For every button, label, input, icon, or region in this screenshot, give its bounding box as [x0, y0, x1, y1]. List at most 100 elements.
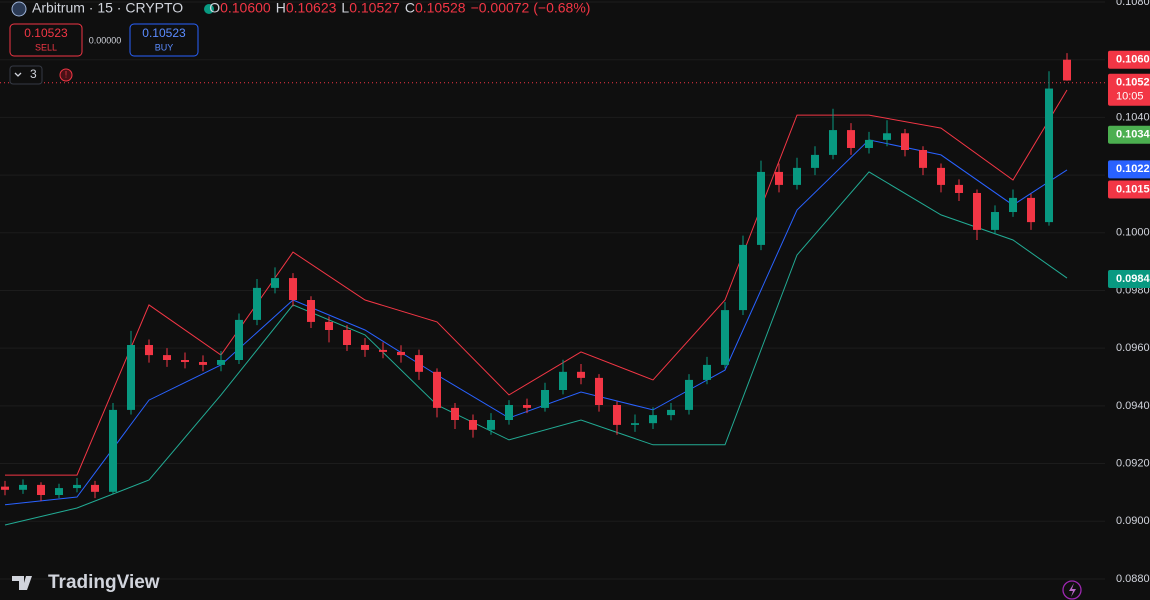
indicators-count: 3 — [30, 67, 37, 81]
candle-body — [613, 405, 621, 425]
sell-button[interactable] — [9, 23, 83, 57]
price-label-box — [1108, 73, 1150, 106]
candle-body — [379, 349, 387, 352]
candle-body — [91, 484, 99, 492]
logo-icon — [12, 576, 32, 590]
error-icon[interactable] — [59, 68, 73, 82]
candle-body — [631, 423, 639, 425]
candle-body — [505, 405, 513, 420]
candle-body — [325, 321, 333, 330]
candle-body — [1063, 59, 1071, 81]
candle-body — [37, 484, 45, 495]
symbol: Arbitrum · 15 · CRYPTO — [32, 0, 183, 16]
candle-body — [523, 405, 531, 408]
buy-price: 0.10523 — [142, 26, 186, 40]
alert-icon — [1069, 583, 1076, 597]
candle-body — [1027, 197, 1035, 223]
candle-body — [667, 409, 675, 416]
ohlc-key: H — [276, 0, 286, 16]
ohlc-key: O — [209, 0, 220, 16]
alert-button[interactable] — [1062, 580, 1082, 600]
ohlc-key: C — [405, 0, 415, 16]
ohlc-value: 0.10527 — [349, 0, 400, 16]
price-label: 0.1034 — [1116, 129, 1150, 141]
candle-body — [307, 300, 315, 322]
candle-body — [541, 390, 549, 408]
candle-body — [73, 484, 81, 489]
error-mark: ! — [65, 69, 68, 79]
band-line — [5, 89, 1068, 476]
candle-body — [955, 184, 963, 193]
price-label-box — [1108, 180, 1150, 199]
candle-body — [361, 345, 369, 350]
y-tick-label: 0.0900 — [1116, 515, 1150, 527]
y-tick-label: 0.0880 — [1116, 573, 1150, 585]
candle-body — [703, 364, 711, 380]
price-axis: 0.10800.10600.10400.10200.10000.09800.09… — [1105, 0, 1150, 600]
candles — [1, 53, 1071, 502]
y-tick-label: 0.1000 — [1116, 227, 1150, 239]
price-label: 0.0984 — [1116, 273, 1150, 285]
candle-body — [991, 212, 999, 230]
candle-body — [577, 371, 585, 378]
candle-body — [901, 133, 909, 150]
candle-body — [649, 415, 657, 424]
logo-text: TradingView — [48, 572, 160, 593]
candle-body — [1, 486, 9, 490]
candle-body — [271, 278, 279, 288]
candle-body — [487, 420, 495, 430]
candle-body — [415, 355, 423, 372]
candle-body — [721, 310, 729, 365]
candle-body — [235, 319, 243, 360]
y-tick-label: 0.0960 — [1116, 342, 1150, 354]
candle-body — [469, 420, 477, 430]
candle-body — [883, 133, 891, 140]
buy-button[interactable] — [129, 23, 199, 57]
candle-body — [973, 192, 981, 230]
candle-body — [793, 167, 801, 185]
price-label-box — [1108, 125, 1150, 144]
spread: 0.00000 — [89, 35, 122, 45]
candle-body — [937, 167, 945, 185]
candle-body — [847, 130, 855, 148]
y-tick-label: 0.1040 — [1116, 111, 1150, 123]
ohlc-value: 0.10600 — [220, 0, 271, 16]
candle-body — [595, 377, 603, 405]
candle-body — [163, 355, 171, 360]
y-tick-label: 0.1080 — [1116, 0, 1150, 8]
candle-body — [775, 171, 783, 185]
price-label: 0.1052 — [1116, 77, 1150, 89]
candle-body — [289, 278, 297, 300]
symbol-icon — [11, 1, 27, 17]
ohlc-value: 0.10623 — [286, 0, 337, 16]
candle-body — [109, 409, 117, 492]
candle-body — [199, 362, 207, 365]
band-line — [4, 171, 1068, 526]
countdown: 10:05 — [1116, 91, 1144, 103]
candle-body — [865, 139, 873, 148]
ohlc-value: 0.10528 — [415, 0, 466, 16]
candle-body — [1009, 197, 1017, 213]
price-label-box — [1108, 269, 1150, 288]
candle-body — [811, 154, 819, 168]
price-label: 0.1060 — [1116, 54, 1150, 66]
candle-body — [217, 360, 225, 365]
price-label-box — [1108, 160, 1150, 179]
candle-body — [253, 287, 261, 320]
candle-body — [55, 488, 63, 495]
change: −0.00072 (−0.68%) — [471, 0, 591, 16]
candle-body — [127, 345, 135, 410]
y-tick-label: 0.0920 — [1116, 457, 1150, 469]
candle-body — [559, 371, 567, 390]
candle-body — [451, 407, 459, 420]
candle-body — [919, 150, 927, 168]
ohlc-key: L — [341, 0, 349, 16]
price-label: 0.1022 — [1116, 163, 1150, 175]
candle-body — [181, 360, 189, 363]
candle-body — [343, 330, 351, 345]
candle-body — [829, 130, 837, 155]
y-tick-label: 0.0940 — [1116, 400, 1150, 412]
header: 0.10523 SELL 0.00000 0.10523 BUY 3 ! Tra… — [9, 0, 1082, 600]
indicators-toggle[interactable] — [9, 65, 43, 85]
status-dot — [204, 4, 214, 14]
